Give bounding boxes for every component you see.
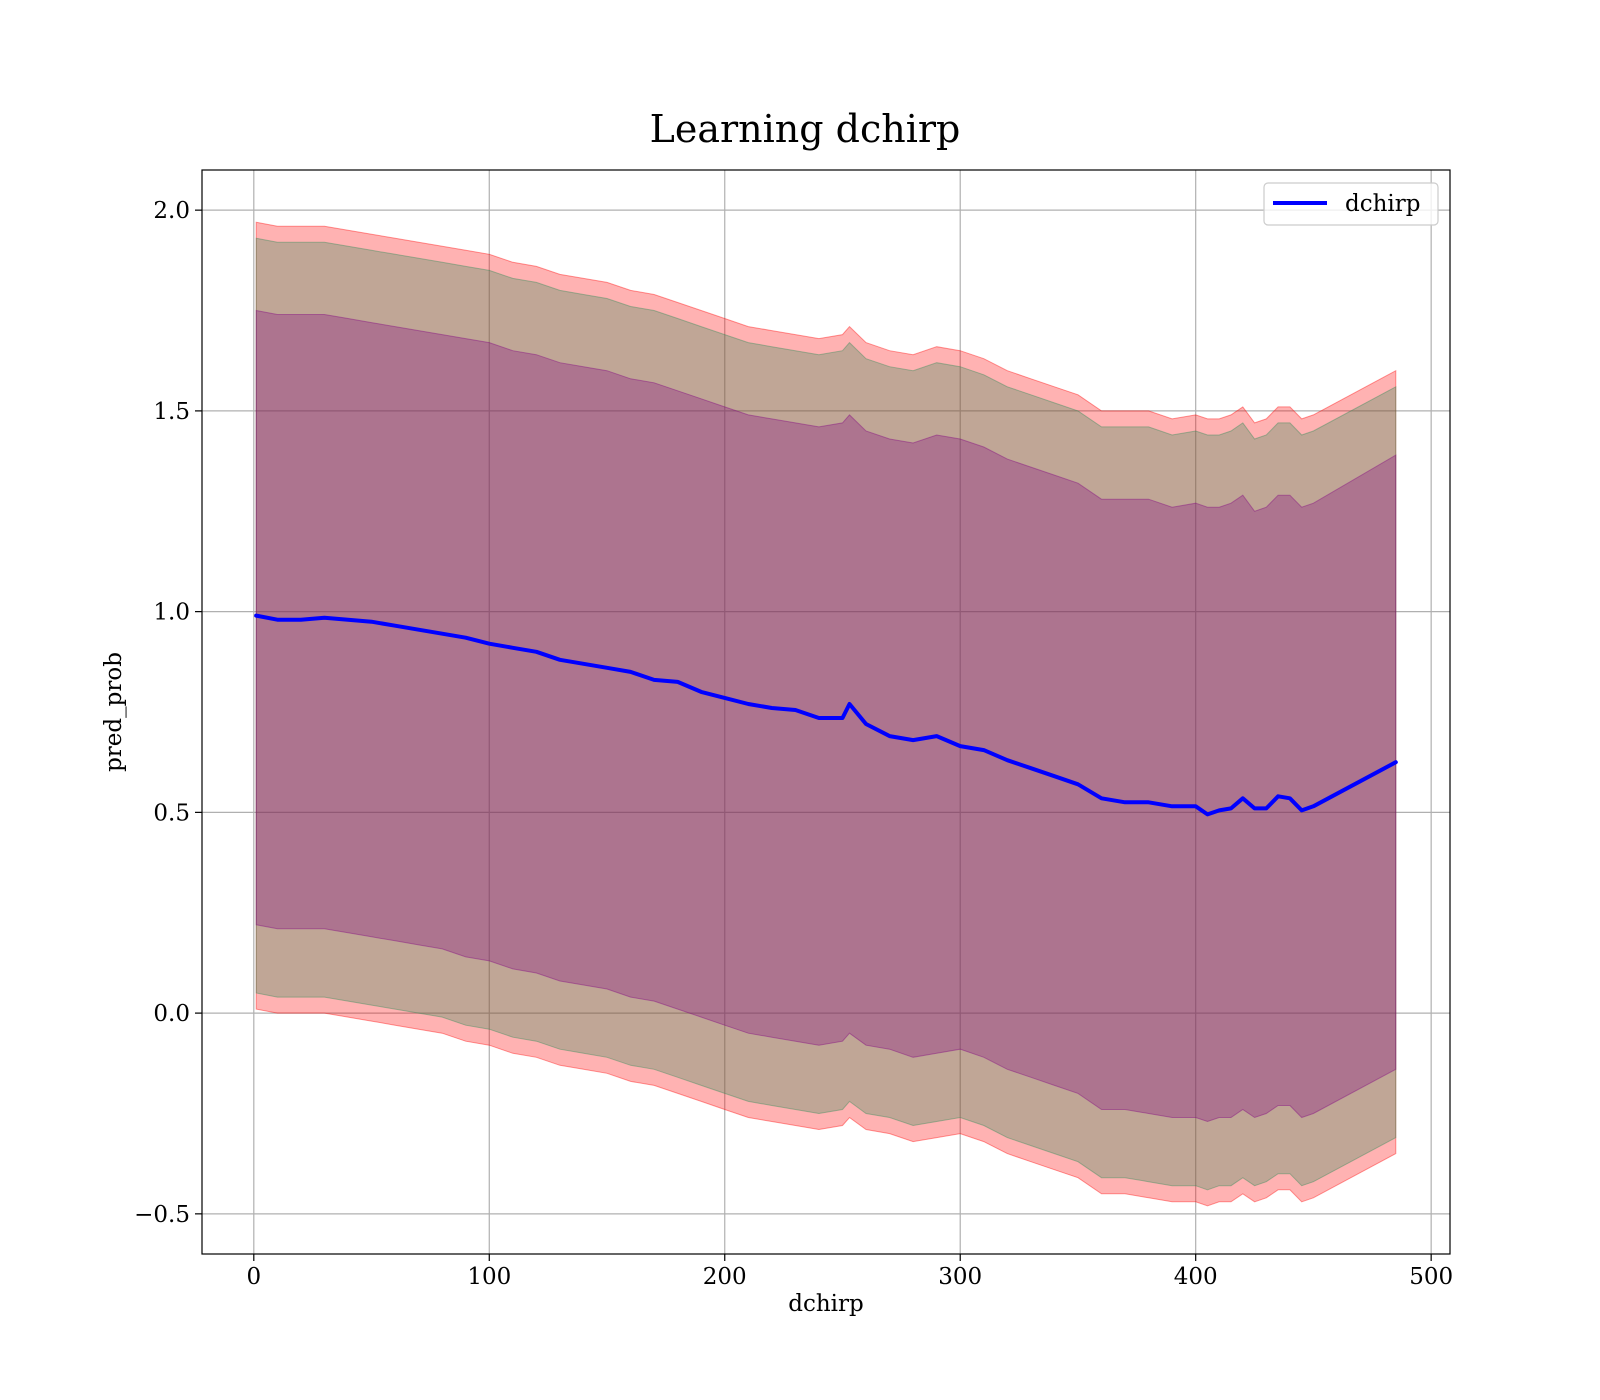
x-tick-label: 500	[1409, 1264, 1453, 1290]
y-tick-label: 0.5	[153, 800, 190, 826]
chart-title: Learning dchirp	[650, 107, 961, 151]
y-axis-label: pred_prob	[101, 652, 127, 772]
series-lines	[254, 613, 1398, 817]
legend-label-dchirp: dchirp	[1345, 191, 1421, 217]
plot-frame	[201, 169, 1451, 1255]
x-tick-label: 0	[246, 1264, 261, 1290]
x-axis-ticks: 0 100 200 300 400 500	[246, 1254, 1453, 1290]
x-tick-label: 400	[1174, 1264, 1218, 1290]
series-line-dchirp	[254, 613, 1398, 817]
x-tick-label: 200	[703, 1264, 747, 1290]
y-tick-label: 1.5	[153, 399, 190, 425]
y-tick-label: 2.0	[153, 198, 190, 224]
x-tick-label: 100	[467, 1264, 511, 1290]
confidence-band-1	[255, 221, 1397, 1207]
y-tick-label: 1.0	[153, 600, 190, 626]
y-axis-ticks: −0.5 0.0 0.5 1.0 1.5 2.0	[134, 198, 202, 1228]
legend-box	[1263, 182, 1439, 226]
y-tick-label: −0.5	[134, 1202, 190, 1228]
legend: dchirp	[1263, 182, 1439, 226]
y-tick-label: 0.0	[153, 1001, 190, 1027]
confidence-bands	[255, 221, 1397, 1207]
grid	[202, 170, 1450, 1254]
x-tick-label: 300	[938, 1264, 982, 1290]
confidence-band-2	[255, 237, 1397, 1191]
x-axis-label: dchirp	[788, 1291, 864, 1317]
